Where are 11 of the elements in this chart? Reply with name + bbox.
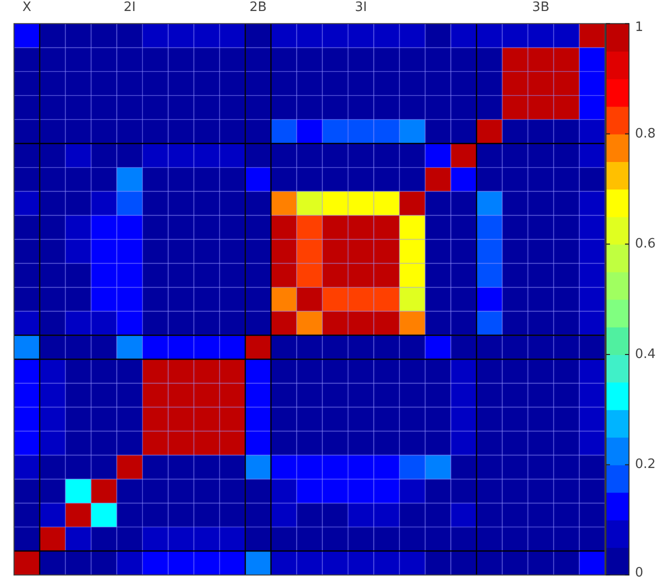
- color-bar-label: 0.6: [635, 236, 656, 252]
- x-tick-label: 2I: [124, 0, 136, 16]
- color-bar-label: 0.8: [635, 126, 656, 142]
- x-tick-label: X: [22, 0, 32, 16]
- color-bar-label: 1: [635, 20, 644, 35]
- x-tick-label: 2B: [250, 0, 267, 16]
- x-tick-label: 3B: [532, 0, 550, 16]
- color-bar-label: 0.4: [635, 346, 656, 362]
- color-bar-label: 0.2: [635, 457, 656, 472]
- color-bar-label: 0: [635, 565, 644, 580]
- x-tick-label: 3I: [354, 0, 367, 16]
